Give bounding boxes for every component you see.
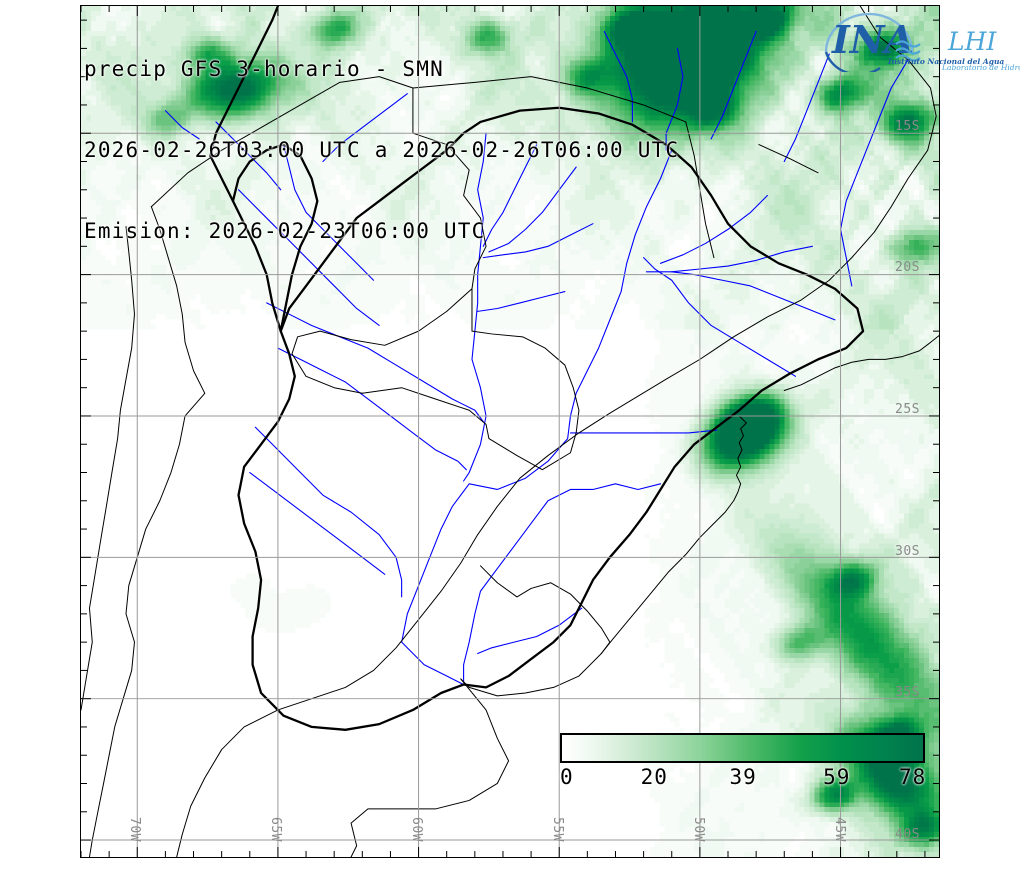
title-line-valid-period: 2026-02-26T03:00 UTC a 2026-02-26T06:00 … (84, 138, 680, 162)
colorbar-tick-39: 39 (729, 765, 757, 789)
river-network (164, 30, 909, 686)
lat-label-15S: 15S (895, 118, 920, 134)
map-canvas[interactable]: 15S 20S 25S 30S 35S 40S 70W 65W 60W 55W 50W 45W (80, 5, 940, 858)
map-title-block: precip GFS 3-horario - SMN 2026-02-26T03… (84, 2, 679, 299)
colorbar-tick-0: 0 (560, 765, 574, 789)
colorbar-tick-59: 59 (823, 765, 851, 789)
lat-label-25S: 25S (895, 401, 920, 417)
logo-wave-icon (895, 40, 921, 62)
lat-label-30S: 30S (895, 543, 920, 559)
lon-label-65W: 65W (268, 817, 284, 842)
logo-ina-subtitle: Instituto Nacional del Agua (887, 57, 1004, 66)
lon-label-70W: 70W (127, 817, 143, 842)
lat-label-20S: 20S (895, 260, 920, 276)
precipitation-colorbar: 0 20 39 59 78 (560, 733, 925, 791)
lat-label-40S: 40S (895, 826, 920, 842)
lon-label-55W: 55W (550, 817, 566, 842)
lon-label-50W: 50W (691, 817, 707, 842)
logo-lhi-text: LHI (947, 27, 997, 56)
logo-arc-bottom (824, 51, 881, 72)
precipitation-raster-layer (81, 6, 939, 857)
logo-arc-top (824, 12, 914, 53)
colorbar-gradient (560, 733, 925, 763)
colorbar-tick-78: 78 (899, 765, 927, 789)
ina-lhi-logo: INA LHI Instituto Nacional del Agua Labo… (824, 12, 1020, 72)
logo-lhi-subtitle: Laboratorio de Hidrologia (941, 63, 1020, 72)
precipitation-heatmap (81, 6, 939, 857)
colorbar-tick-labels: 0 20 39 59 78 (560, 765, 925, 791)
lon-label-45W: 45W (832, 817, 848, 842)
logo-ina-text: INA (831, 17, 914, 62)
lon-label-60W: 60W (409, 817, 425, 842)
lat-label-35S: 35S (895, 685, 920, 701)
title-line-variable: precip GFS 3-horario - SMN (84, 57, 444, 81)
title-line-emission: Emision: 2026-02-23T06:00 UTC (84, 219, 486, 243)
colorbar-tick-20: 20 (640, 765, 668, 789)
